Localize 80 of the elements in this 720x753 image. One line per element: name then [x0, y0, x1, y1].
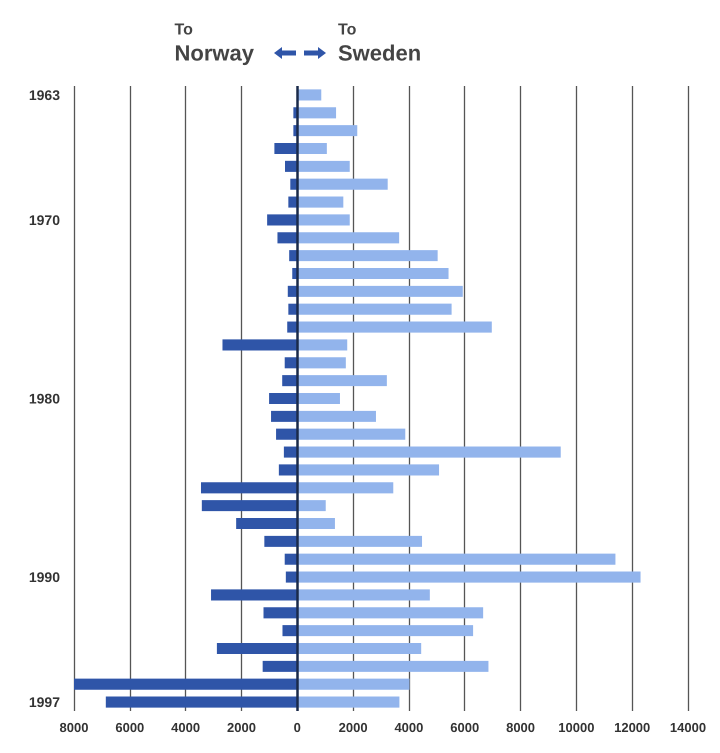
x-tick-label: 0 [294, 720, 301, 735]
y-tick-label: 1963 [28, 86, 60, 103]
bar [284, 357, 298, 368]
bar [262, 660, 298, 672]
bar [287, 322, 298, 333]
bar [297, 178, 388, 190]
bar [297, 304, 452, 315]
bar [297, 196, 344, 208]
bar [297, 554, 616, 565]
bar [211, 589, 298, 600]
bar [284, 554, 298, 565]
bar [74, 678, 298, 690]
bar [202, 500, 298, 512]
bar [297, 339, 348, 350]
bar [297, 232, 400, 244]
y-tick-label: 1970 [28, 212, 60, 228]
x-tick-label: 8000 [506, 720, 536, 735]
bar [297, 678, 410, 690]
x-tick-label: 4000 [394, 720, 424, 735]
bar [278, 464, 298, 476]
text: To Sweden [338, 22, 422, 66]
x-tick-label: 12000 [614, 720, 650, 735]
bar [297, 642, 422, 654]
x-tick-label: 6000 [450, 720, 480, 735]
bar [264, 607, 298, 618]
bar [297, 142, 327, 154]
bar [274, 142, 298, 154]
bar [297, 464, 440, 476]
bar [297, 392, 340, 404]
bar [106, 696, 298, 708]
bar [297, 357, 346, 368]
bar [284, 446, 298, 458]
y-tick-label: 1997 [28, 694, 60, 710]
bar [297, 250, 438, 262]
bar [297, 410, 376, 422]
bar [297, 625, 474, 636]
bar [297, 107, 336, 118]
bar [222, 339, 298, 350]
bar [282, 625, 298, 636]
bar [216, 642, 298, 654]
bar [297, 89, 322, 100]
bar [297, 607, 484, 618]
bar [269, 392, 298, 404]
bar [297, 322, 492, 333]
x-tick-label: 2000 [226, 720, 256, 735]
bar [297, 375, 387, 386]
bar [297, 428, 406, 440]
text: To Norway [174, 22, 255, 66]
bar [200, 482, 298, 494]
y-tick-label: 1990 [28, 569, 60, 586]
x-tick-label: 14000 [670, 720, 706, 735]
bar [297, 660, 488, 672]
bar [277, 232, 298, 244]
y-tick-label: 1980 [28, 390, 60, 406]
bar [267, 214, 298, 226]
bar [297, 482, 394, 494]
bar [286, 572, 298, 583]
x-tick-label: 2000 [338, 720, 368, 735]
bar [297, 214, 350, 226]
bar [297, 125, 358, 136]
bar [297, 500, 326, 512]
bar [271, 410, 298, 422]
bar [297, 286, 463, 297]
x-tick-label: 10000 [558, 720, 594, 735]
bar [297, 572, 641, 583]
bar [264, 536, 298, 547]
bar [276, 428, 298, 440]
x-tick-label: 8000 [60, 720, 88, 735]
bar [297, 160, 350, 172]
bar [297, 696, 400, 708]
bar [297, 268, 449, 280]
bar [236, 518, 298, 530]
bar [297, 446, 561, 458]
bar [297, 518, 335, 530]
x-tick-label: 6000 [115, 720, 144, 735]
bar [297, 589, 430, 600]
bar [297, 536, 422, 547]
x-tick-label: 4000 [171, 720, 200, 735]
bar [284, 160, 298, 172]
bar [282, 375, 298, 386]
